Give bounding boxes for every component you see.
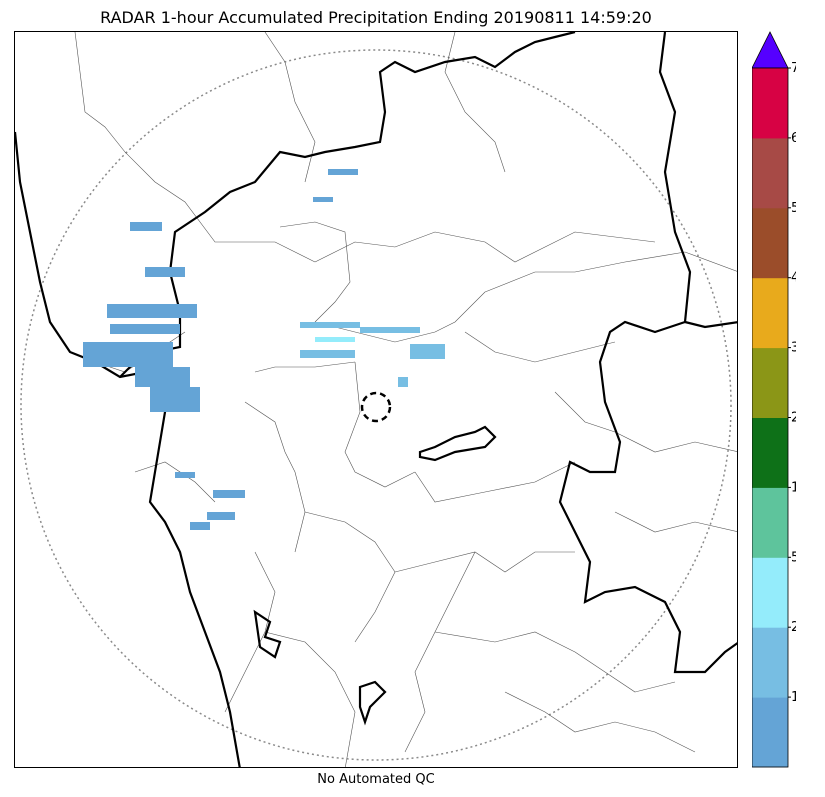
echo-cell — [410, 344, 445, 359]
colorbar-bin — [752, 627, 788, 698]
echo-cell — [135, 367, 190, 387]
echo-cell — [300, 350, 355, 358]
colorbar-bin — [752, 417, 788, 488]
colorbar-bin — [752, 277, 788, 349]
colorbar-bin — [752, 68, 788, 139]
colorbar-tick-label: 70 — [791, 61, 796, 76]
echo-cell — [130, 222, 162, 231]
colorbar-bin — [752, 207, 788, 279]
echo-cell — [360, 327, 420, 333]
echo-cell — [190, 522, 210, 530]
echo-cell — [300, 322, 360, 328]
precipitation-colorbar: 1 2 5 10 20 30 40 50 60 70 — [752, 31, 796, 768]
echo-cell — [107, 304, 197, 318]
colorbar-tick-label: 30 — [791, 341, 796, 356]
radar-site-marker — [360, 391, 392, 423]
echo-cell — [328, 169, 358, 175]
colorbar-tick-label: 60 — [791, 131, 796, 146]
colorbar-bin — [752, 137, 788, 209]
echo-cell — [83, 342, 173, 367]
colorbar-bin — [752, 697, 788, 768]
colorbar-tick-label: 10 — [791, 480, 796, 495]
colorbar-bin — [752, 557, 788, 628]
colorbar-bin — [752, 347, 788, 418]
echo-cell — [313, 197, 333, 202]
colorbar-tick-label: 1 — [791, 690, 796, 705]
colorbar-over-range-triangle — [752, 31, 789, 69]
map-title: RADAR 1-hour Accumulated Precipitation E… — [100, 8, 652, 27]
echo-cell — [213, 490, 245, 498]
echo-cell — [145, 267, 185, 277]
radar-map — [14, 31, 738, 768]
radar-range-ring — [20, 49, 732, 761]
colorbar-frame — [752, 67, 789, 768]
echo-cell — [175, 472, 195, 478]
colorbar-tick-label: 50 — [791, 201, 796, 216]
state-boundaries — [15, 32, 737, 767]
qc-note: No Automated QC — [317, 772, 435, 787]
colorbar-bin — [752, 487, 788, 558]
precipitation-echoes — [83, 169, 445, 530]
colorbar-tick-label: 20 — [791, 411, 796, 426]
colorbar-tick-label: 40 — [791, 271, 796, 286]
echo-cell — [315, 337, 355, 342]
echo-cell — [110, 324, 180, 334]
echo-cell — [398, 377, 408, 387]
colorbar-tick-label: 5 — [791, 550, 796, 565]
echo-cell — [150, 387, 200, 412]
echo-cell — [207, 512, 235, 520]
colorbar-tick-label: 2 — [791, 620, 796, 635]
